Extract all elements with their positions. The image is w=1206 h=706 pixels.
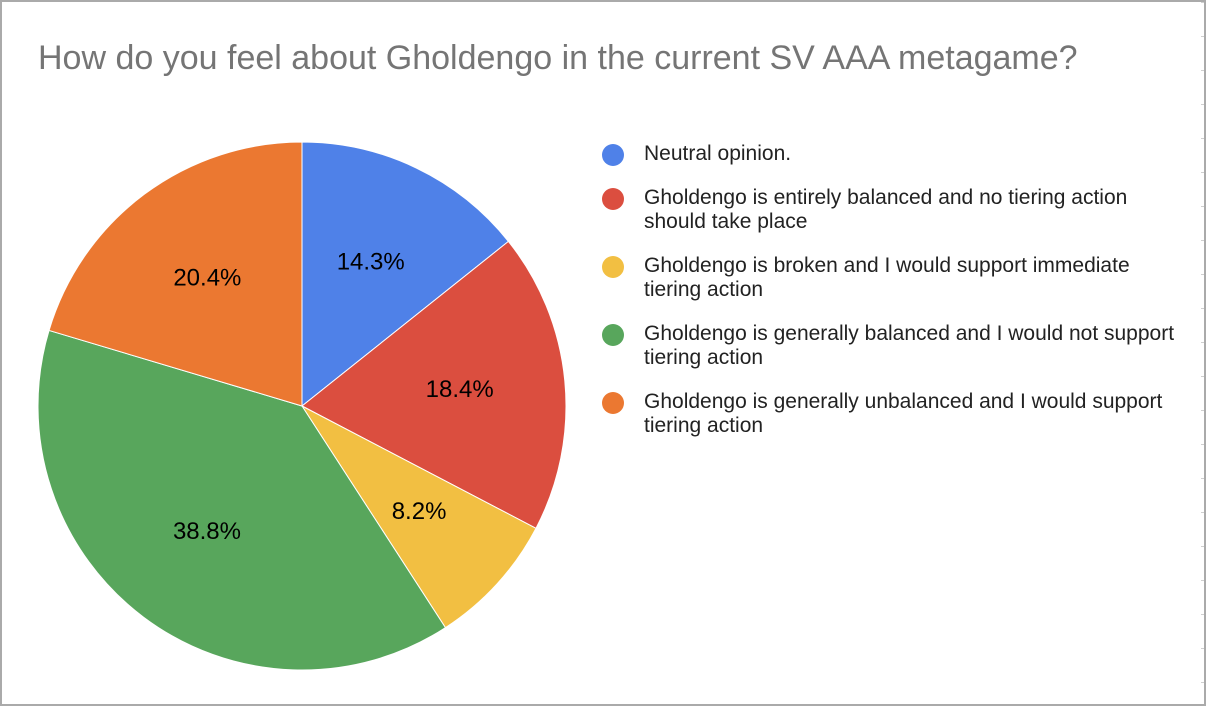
legend-swatch xyxy=(602,188,624,210)
legend-entry: Gholdengo is entirely balanced and no ti… xyxy=(600,186,1180,234)
slice-value-label: 38.8% xyxy=(173,518,241,545)
legend-swatch xyxy=(602,144,624,166)
legend-swatch xyxy=(602,324,624,346)
legend-entry: Gholdengo is broken and I would support … xyxy=(600,254,1180,302)
slice-value-label: 18.4% xyxy=(426,376,494,403)
legend-swatch xyxy=(602,392,624,414)
legend-label: Gholdengo is broken and I would support … xyxy=(644,254,1130,301)
legend-label: Gholdengo is entirely balanced and no ti… xyxy=(644,186,1128,233)
slice-value-label: 14.3% xyxy=(337,249,405,276)
legend-label: Gholdengo is generally unbalanced and I … xyxy=(644,390,1163,437)
pie-slice xyxy=(300,404,537,629)
chart-legend: Neutral opinion. Gholdengo is entirely ba… xyxy=(600,142,1180,458)
legend-entry: Gholdengo is generally balanced and I wo… xyxy=(600,322,1180,370)
pie-slice xyxy=(37,329,447,671)
pie-slice xyxy=(301,240,567,529)
legend-swatch xyxy=(602,256,624,278)
legend-entry: Neutral opinion. xyxy=(600,142,1180,166)
slice-value-label: 20.4% xyxy=(173,264,241,291)
legend-label: Gholdengo is generally balanced and I wo… xyxy=(644,322,1175,369)
legend-label: Neutral opinion. xyxy=(644,142,792,165)
chart-title: How do you feel about Gholdengo in the c… xyxy=(38,39,1078,77)
pie-slice xyxy=(48,141,303,407)
spreadsheet-gridline-edge xyxy=(1201,2,1204,704)
slice-value-label: 8.2% xyxy=(392,498,447,525)
pie-slice xyxy=(301,141,510,408)
legend-entry: Gholdengo is generally unbalanced and I … xyxy=(600,390,1180,438)
